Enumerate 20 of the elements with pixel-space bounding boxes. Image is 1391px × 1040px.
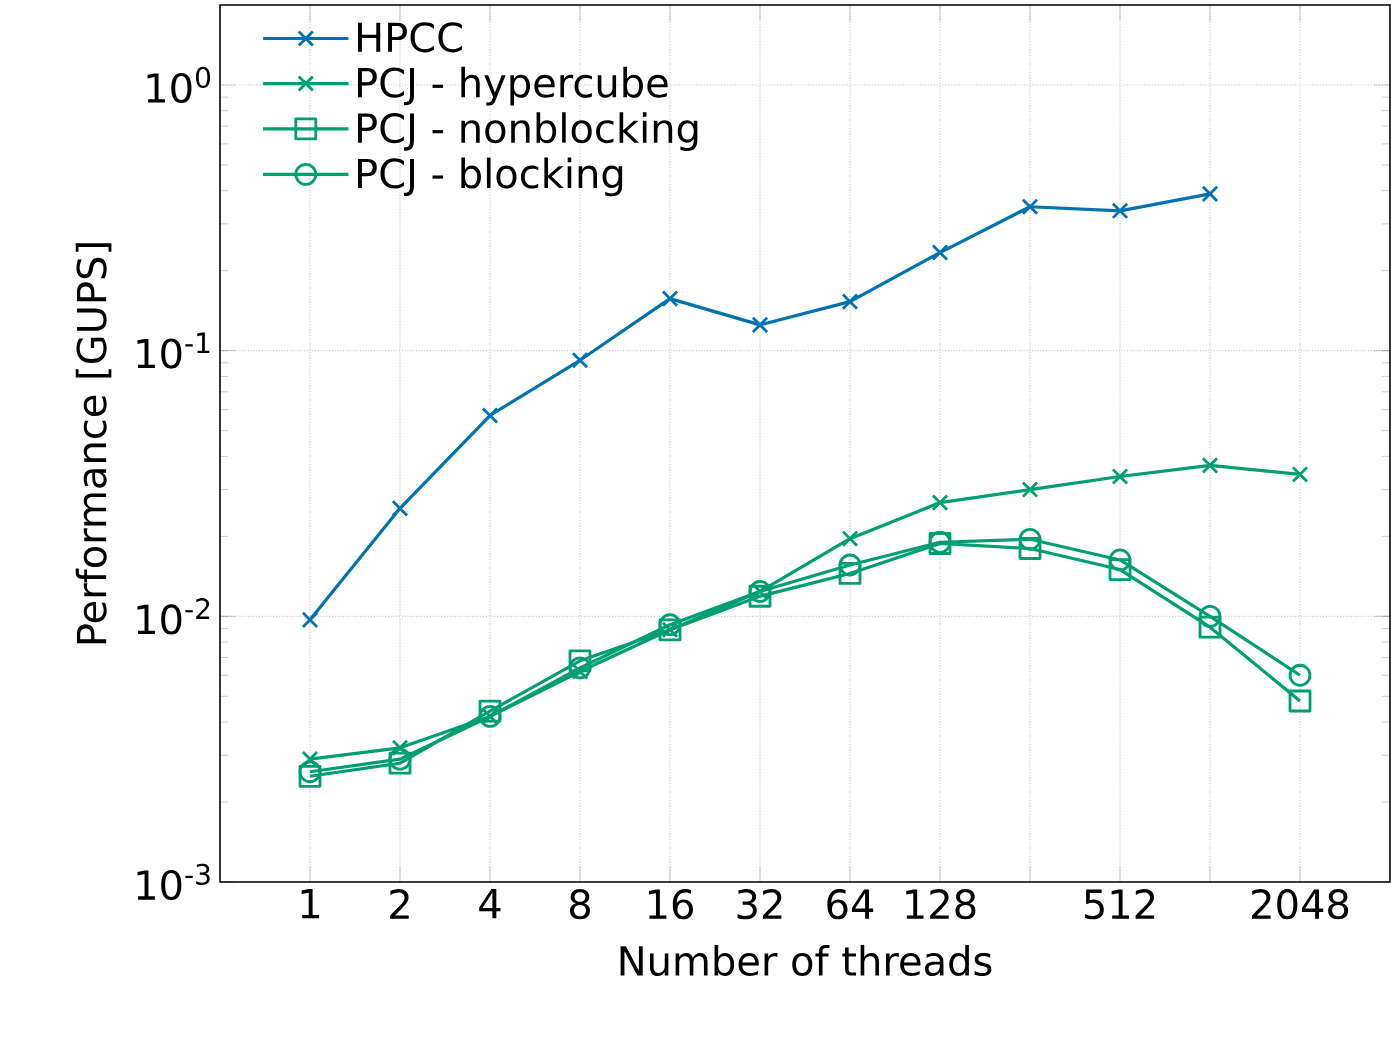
x-tick-label: 2048 [1252,889,1349,920]
x-tick-label: 64 [827,889,874,920]
x-tick-label: 2 [390,889,409,919]
legend-label: PCJ - hypercube [357,66,668,106]
x-tick-label: 4 [479,889,501,919]
x-tick-label: 32 [737,889,782,920]
legend-label: PCJ - blocking [357,157,623,197]
y-tick-label: 10$^{-2}$ [137,598,210,635]
x-tick-label: 512 [1084,889,1155,920]
x-tick-label: 1 [301,889,320,919]
x-tick-label: 128 [906,889,976,920]
x-tick-label: 16 [648,889,693,920]
x-axis-title: Number of threads [620,945,992,977]
y-tick-label: 10$^{-1}$ [137,332,210,369]
y-tick-label: 10$^{-3}$ [137,863,210,901]
y-axis-title: Performance [GUPS] [75,243,112,644]
legend-label: PCJ - nonblocking [357,112,698,151]
x-tick-label: 8 [570,889,590,920]
y-tick-label: 10$^{0}$ [147,66,211,104]
legend-label: HPCC [357,22,462,53]
